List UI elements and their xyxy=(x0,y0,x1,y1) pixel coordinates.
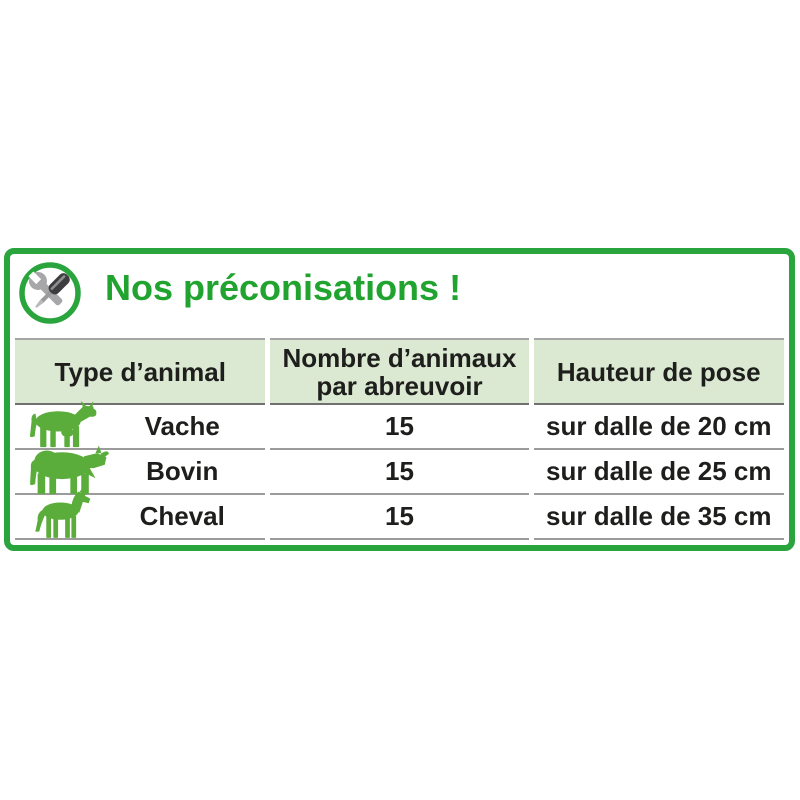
cow-icon xyxy=(23,401,101,448)
table-row-cheval: Cheval 15 sur dalle de 35 cm xyxy=(15,489,784,540)
animals-per-trough-cell: 15 xyxy=(270,450,529,495)
col-header-animals-per-trough: Nombre d’animaux par abreuvoir xyxy=(270,338,529,405)
tools-icon xyxy=(18,261,82,325)
panel-title: Nos préconisations ! xyxy=(105,267,462,308)
header-row: Type d’animal Nombre d’animaux par abreu… xyxy=(15,338,784,405)
installation-height-cell: sur dalle de 25 cm xyxy=(533,450,784,495)
animal-type-cell: Cheval xyxy=(15,489,266,540)
panel-header: Nos préconisations ! xyxy=(10,254,789,338)
animal-type-cell: Vache xyxy=(15,401,266,450)
recommendations-panel: Nos préconisations ! Type d’animal Nombr… xyxy=(4,248,795,551)
animals-per-trough-cell: 15 xyxy=(270,495,529,540)
installation-height-cell: sur dalle de 35 cm xyxy=(533,495,784,540)
horse-icon xyxy=(29,489,95,538)
recommendations-table: Type d’animal Nombre d’animaux par abreu… xyxy=(10,338,789,540)
installation-height-cell: sur dalle de 20 cm xyxy=(533,405,784,450)
table-row-bovin: Bovin 15 sur dalle de 25 cm xyxy=(15,445,784,495)
animal-type-label: Bovin xyxy=(146,456,219,486)
bull-icon xyxy=(23,443,111,495)
col-header-installation-height: Hauteur de pose xyxy=(533,338,784,405)
animal-type-cell: Bovin xyxy=(15,445,266,495)
animal-type-label: Vache xyxy=(144,411,220,441)
animal-type-label: Cheval xyxy=(139,501,225,531)
col-header-animal-type: Type d’animal xyxy=(15,338,266,405)
table-row-vache: Vache 15 sur dalle de 20 cm xyxy=(15,401,784,450)
animals-per-trough-cell: 15 xyxy=(270,405,529,450)
